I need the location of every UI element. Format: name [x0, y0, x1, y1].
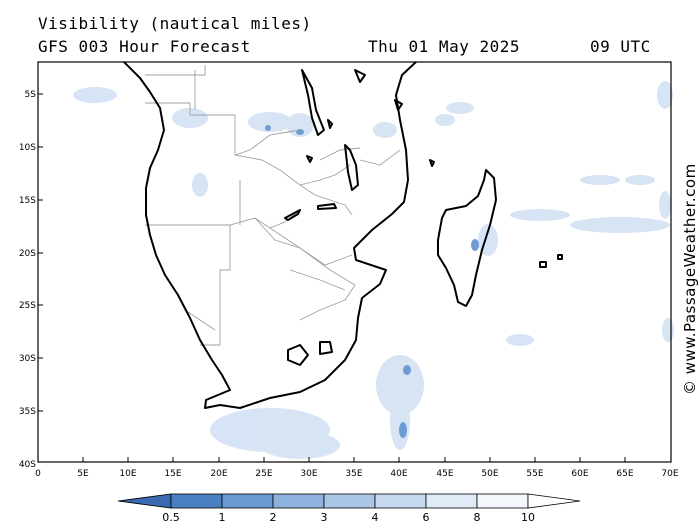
lat-label: 5S — [25, 90, 37, 100]
colorbar-bin — [221, 493, 274, 509]
coastlines — [123, 61, 563, 409]
lon-label: 10E — [119, 469, 136, 479]
visibility-shading-dense — [265, 125, 479, 438]
colorbar-bin — [272, 493, 325, 509]
lon-labels: 0 5E 10E 15E 20E 25E 30E 35E 40E 45E 50E… — [35, 469, 679, 479]
colorbar-label: 2 — [270, 511, 277, 524]
lat-label: 10S — [19, 143, 36, 153]
lat-label: 25S — [19, 301, 36, 311]
lat-label: 35S — [19, 407, 36, 417]
lon-label: 25E — [255, 469, 272, 479]
colorbar-bin — [170, 493, 223, 509]
lat-label: 30S — [19, 354, 36, 364]
colorbar-bin — [425, 493, 478, 509]
colorbar-label: 3 — [321, 511, 328, 524]
colorbar: 0.5 1 2 3 4 6 8 10 — [117, 493, 581, 524]
lon-label: 60E — [571, 469, 588, 479]
lon-label: 35E — [345, 469, 362, 479]
lon-label: 40E — [390, 469, 407, 479]
site-credit: © www.PassageWeather.com — [681, 163, 699, 395]
forecast-time: 09 UTC — [590, 37, 651, 56]
visibility-shading — [73, 81, 674, 459]
lon-ticks — [82, 457, 626, 462]
lon-label: 0 — [35, 469, 41, 479]
lat-ticks — [38, 93, 43, 412]
lon-label: 20E — [210, 469, 227, 479]
country-borders — [145, 65, 401, 346]
lat-label: 15S — [19, 196, 36, 206]
colorbar-label: 1 — [219, 511, 226, 524]
colorbar-arrow-low — [117, 493, 172, 509]
colorbar-label: 6 — [423, 511, 430, 524]
colorbar-label: 4 — [372, 511, 379, 524]
lat-label: 20S — [19, 249, 36, 259]
map-frame — [37, 61, 672, 463]
lat-labels: 5S 10S 15S 20S 25S 30S 35S 40S — [19, 90, 36, 470]
forecast-date: Thu 01 May 2025 — [368, 37, 520, 56]
lat-label: 40S — [19, 460, 36, 470]
colorbar-label: 8 — [474, 511, 481, 524]
lon-label: 5E — [77, 469, 89, 479]
map-title: Visibility (nautical miles) — [38, 14, 312, 33]
colorbar-label: 10 — [521, 511, 535, 524]
lon-label: 50E — [481, 469, 498, 479]
lon-label: 65E — [616, 469, 633, 479]
colorbar-bin — [374, 493, 427, 509]
lon-label: 15E — [164, 469, 181, 479]
colorbar-bin — [476, 493, 529, 509]
colorbar-label: 0.5 — [162, 511, 180, 524]
forecast-label: GFS 003 Hour Forecast — [38, 37, 251, 56]
colorbar-bin — [323, 493, 376, 509]
lon-label: 45E — [436, 469, 453, 479]
colorbar-arrow-high — [527, 493, 581, 509]
lon-label: 30E — [300, 469, 317, 479]
lon-label: 70E — [661, 469, 678, 479]
lon-label: 55E — [526, 469, 543, 479]
